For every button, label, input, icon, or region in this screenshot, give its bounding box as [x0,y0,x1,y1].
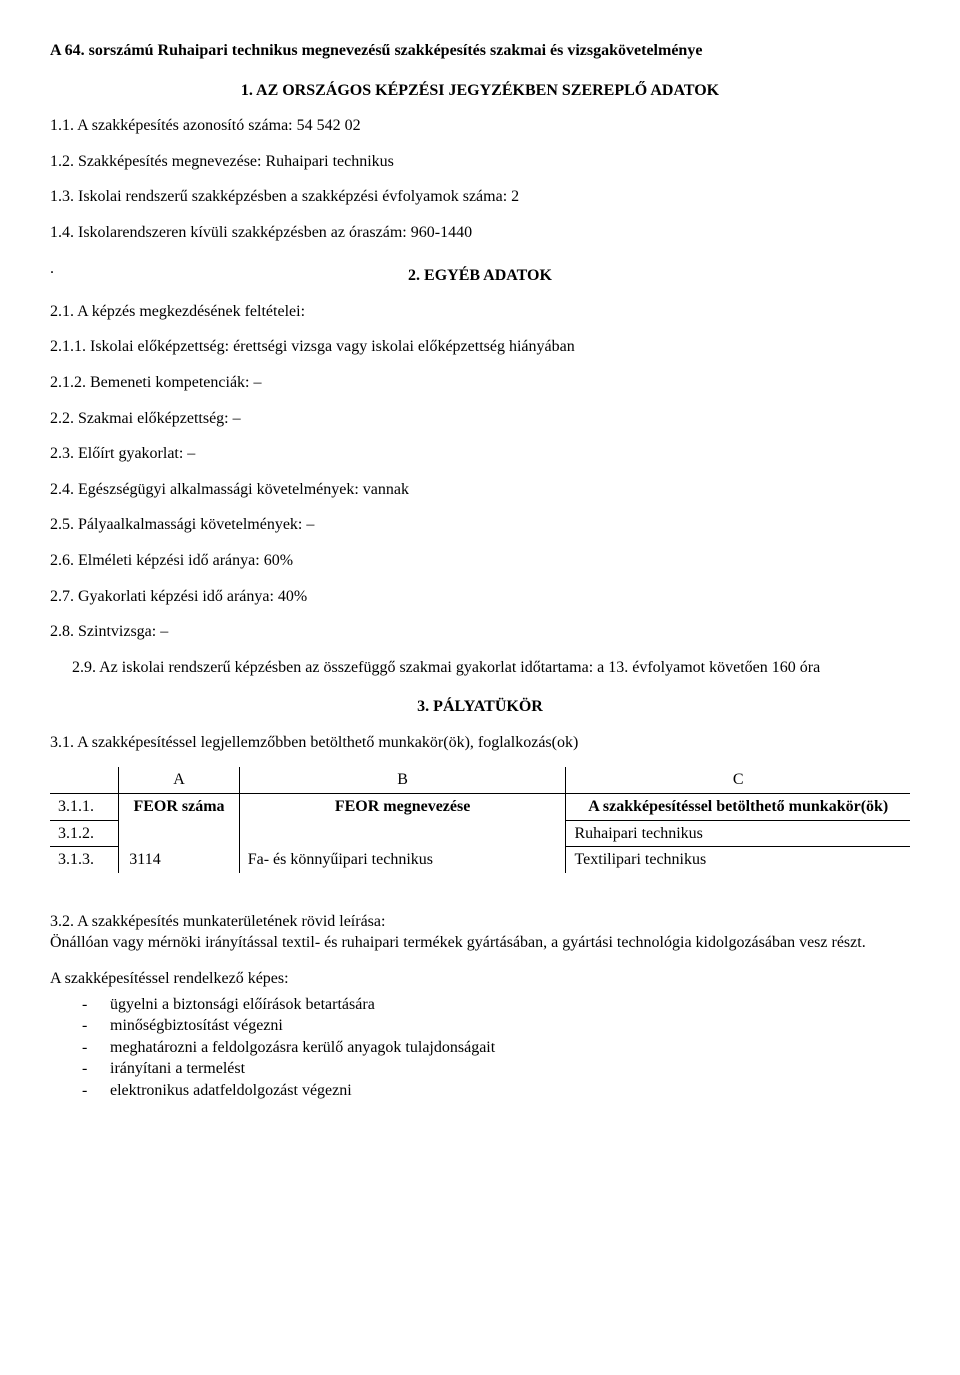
p-1-3: 1.3. Iskolai rendszerű szakképzésben a s… [50,186,910,208]
cell-name: Fa- és könnyűipari technikus [239,847,566,873]
p-3-2-b: Önállóan vagy mérnöki irányítással texti… [50,932,910,954]
cell-job-hdr: A szakképesítéssel betölthető munkakör(ö… [566,794,910,821]
cell-idx: 3.1.1. [50,794,119,821]
capabilities-list: ügyelni a biztonsági előírások betartásá… [50,994,910,1102]
p-2-7: 2.7. Gyakorlati képzési idő aránya: 40% [50,586,910,608]
cell-job: Textilipari technikus [566,847,910,873]
list-item: irányítani a termelést [110,1058,910,1080]
table-row: 3.1.1. FEOR száma FEOR megnevezése A sza… [50,794,910,821]
p-2-1: 2.1. A képzés megkezdésének feltételei: [50,301,910,323]
section-2-heading: 2. EGYÉB ADATOK [50,265,910,287]
cell-job: Ruhaipari technikus [566,820,910,847]
cell-name [239,820,566,847]
capabilities-caption: A szakképesítéssel rendelkező képes: [50,968,910,990]
table-row: A B C [50,767,910,793]
cell-head-a: A [119,767,239,793]
cell-idx: 3.1.3. [50,847,119,873]
section-1-heading: 1. AZ ORSZÁGOS KÉPZÉSI JEGYZÉKBEN SZEREP… [50,80,910,102]
feor-table: A B C 3.1.1. FEOR száma FEOR megnevezése… [50,767,910,872]
p-1-4: 1.4. Iskolarendszeren kívüli szakképzésb… [50,222,910,244]
section-3-heading: 3. PÁLYATÜKÖR [50,696,910,718]
p-2-4: 2.4. Egészségügyi alkalmassági követelmé… [50,479,910,501]
p-2-5: 2.5. Pályaalkalmassági követelmények: – [50,514,910,536]
list-item: ügyelni a biztonsági előírások betartásá… [110,994,910,1016]
p-2-1-1: 2.1.1. Iskolai előképzettség: érettségi … [50,336,910,358]
p-2-1-2: 2.1.2. Bemeneti kompetenciák: – [50,372,910,394]
p-2-3: 2.3. Előírt gyakorlat: – [50,443,910,465]
p-3-1: 3.1. A szakképesítéssel legjellemzőbben … [50,732,910,754]
p-1-1: 1.1. A szakképesítés azonosító száma: 54… [50,115,910,137]
table-row: 3.1.2. Ruhaipari technikus [50,820,910,847]
cell-feor: 3114 [119,847,239,873]
p-3-2-a: 3.2. A szakképesítés munkaterületének rö… [50,911,910,933]
cell-idx: 3.1.2. [50,820,119,847]
cell-blank [50,767,119,793]
cell-head-b: B [239,767,566,793]
p-2-6: 2.6. Elméleti képzési idő aránya: 60% [50,550,910,572]
doc-title: A 64. sorszámú Ruhaipari technikus megne… [50,40,910,62]
cell-feor [119,820,239,847]
table-row: 3.1.3. 3114 Fa- és könnyűipari technikus… [50,847,910,873]
p-2-9: 2.9. Az iskolai rendszerű képzésben az ö… [50,657,910,679]
p-2-8: 2.8. Szintvizsga: – [50,621,910,643]
p-2-2: 2.2. Szakmai előképzettség: – [50,408,910,430]
list-item: minőségbiztosítást végezni [110,1015,910,1037]
p-1-2: 1.2. Szakképesítés megnevezése: Ruhaipar… [50,151,910,173]
cell-head-c: C [566,767,910,793]
list-item: meghatározni a feldolgozásra kerülő anya… [110,1037,910,1059]
list-item: elektronikus adatfeldolgozást végezni [110,1080,910,1102]
cell-feor-hdr: FEOR száma [119,794,239,821]
cell-name-hdr: FEOR megnevezése [239,794,566,821]
